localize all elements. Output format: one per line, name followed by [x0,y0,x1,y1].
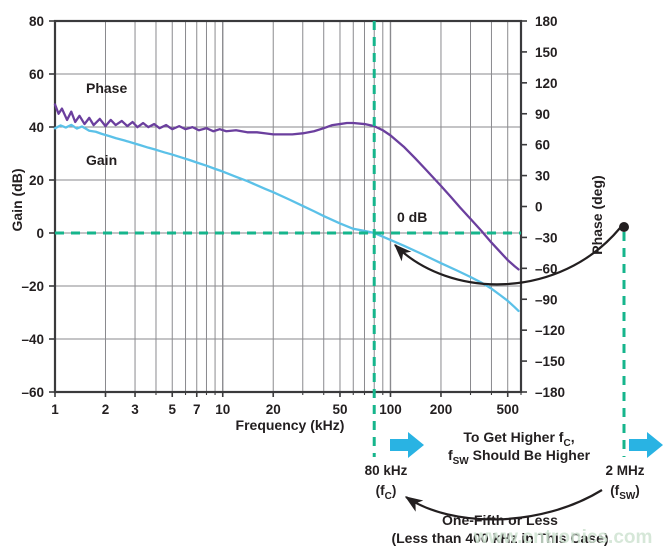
fsw-point-marker [619,222,629,232]
zero-db-label: 0 dB [397,209,427,225]
one-fifth-line2: (Less than 400 kHz in This Case) [391,530,608,546]
fc-symbol-close: ) [392,483,397,498]
gain-curve [53,123,520,313]
left-tick-label: 20 [29,173,44,188]
right-tick-label: 30 [535,169,550,184]
right-tick-label: 0 [535,200,543,215]
left-tick-label: 40 [29,120,44,135]
fc-symbol-sub: C [385,491,392,502]
higher-fc-callout-line2-pre: f [448,447,453,463]
right-tick-label: –180 [535,385,565,400]
left-tick-label: –60 [21,385,44,400]
left-axis-tick-labels: –60 –40 –20 0 20 40 60 80 [21,14,44,400]
x-tick-label: 5 [168,402,176,417]
x-tick-label: 2 [102,402,110,417]
x-tick-label: 500 [496,402,519,417]
fsw-value-label: 2 MHz [605,463,644,478]
fsw-symbol-sub: SW [619,491,636,502]
right-tick-label: 120 [535,76,558,91]
x-tick-label: 200 [430,402,453,417]
x-axis-tick-labels: 1 2 3 5 7 10 20 50 100 200 500 [51,402,519,417]
one-fifth-arrow [404,489,603,521]
one-fifth-line1: One-Fifth or Less [442,512,558,528]
right-tick-label: 150 [535,45,558,60]
x-tick-label: 20 [266,402,281,417]
left-tick-label: 0 [36,226,44,241]
right-tick-label: 90 [535,107,550,122]
fc-value-label: 80 kHz [365,463,408,478]
gain-axis-title: Gain (dB) [9,169,25,232]
fsw-symbol-close: ) [635,483,640,498]
higher-fc-callout-line1: To Get Higher fC, [463,429,574,449]
fsw-direction-arrow [629,432,663,458]
higher-fc-callout-line1-text: To Get Higher f [463,429,563,445]
right-axis-tick-labels: –180 –150 –120 –90 –60 –30 0 30 60 90 120 150 180 [535,14,565,400]
x-tick-label: 100 [379,402,402,417]
left-tick-label: 80 [29,14,44,29]
higher-fc-callout-line1-sub: C [563,438,570,449]
right-tick-label: –120 [535,323,565,338]
x-tick-label: 1 [51,402,59,417]
x-tick-label: 7 [193,402,201,417]
x-tick-label: 10 [215,402,230,417]
right-tick-label: –60 [535,261,558,276]
phase-curve [53,103,520,271]
right-tick-label: 180 [535,14,558,29]
right-tick-label: –150 [535,354,565,369]
left-tick-label: –40 [21,332,44,347]
fc-direction-arrow [390,432,424,458]
fc-symbol-open: (f [376,483,385,498]
left-tick-label: 60 [29,67,44,82]
right-tick-label: 60 [535,138,550,153]
higher-fc-callout-line2-post: Should Be Higher [469,447,591,463]
phase-series-label: Phase [86,80,127,96]
frequency-axis-title: Frequency (kHz) [236,417,345,433]
fsw-symbol-open: (f [610,483,619,498]
fc-symbol-label: (fC) [376,483,397,502]
fsw-to-fc-arrow [394,227,621,286]
gain-series-label: Gain [86,152,117,168]
fsw-symbol-label: (fSW) [610,483,640,502]
left-tick-label: –20 [21,279,44,294]
right-tick-label: –30 [535,230,558,245]
right-tick-label: –90 [535,292,558,307]
x-tick-label: 50 [332,402,347,417]
tick-layer [49,20,527,397]
watermark: www.cntronics.com [473,527,653,548]
phase-axis-title: Phase (deg) [589,175,605,254]
higher-fc-callout-line1-post: , [571,429,575,445]
x-tick-label: 3 [131,402,139,417]
grid-layer [54,21,522,392]
higher-fc-callout-line2: fSW Should Be Higher [448,447,591,467]
higher-fc-callout-line2-sub: SW [453,456,470,467]
